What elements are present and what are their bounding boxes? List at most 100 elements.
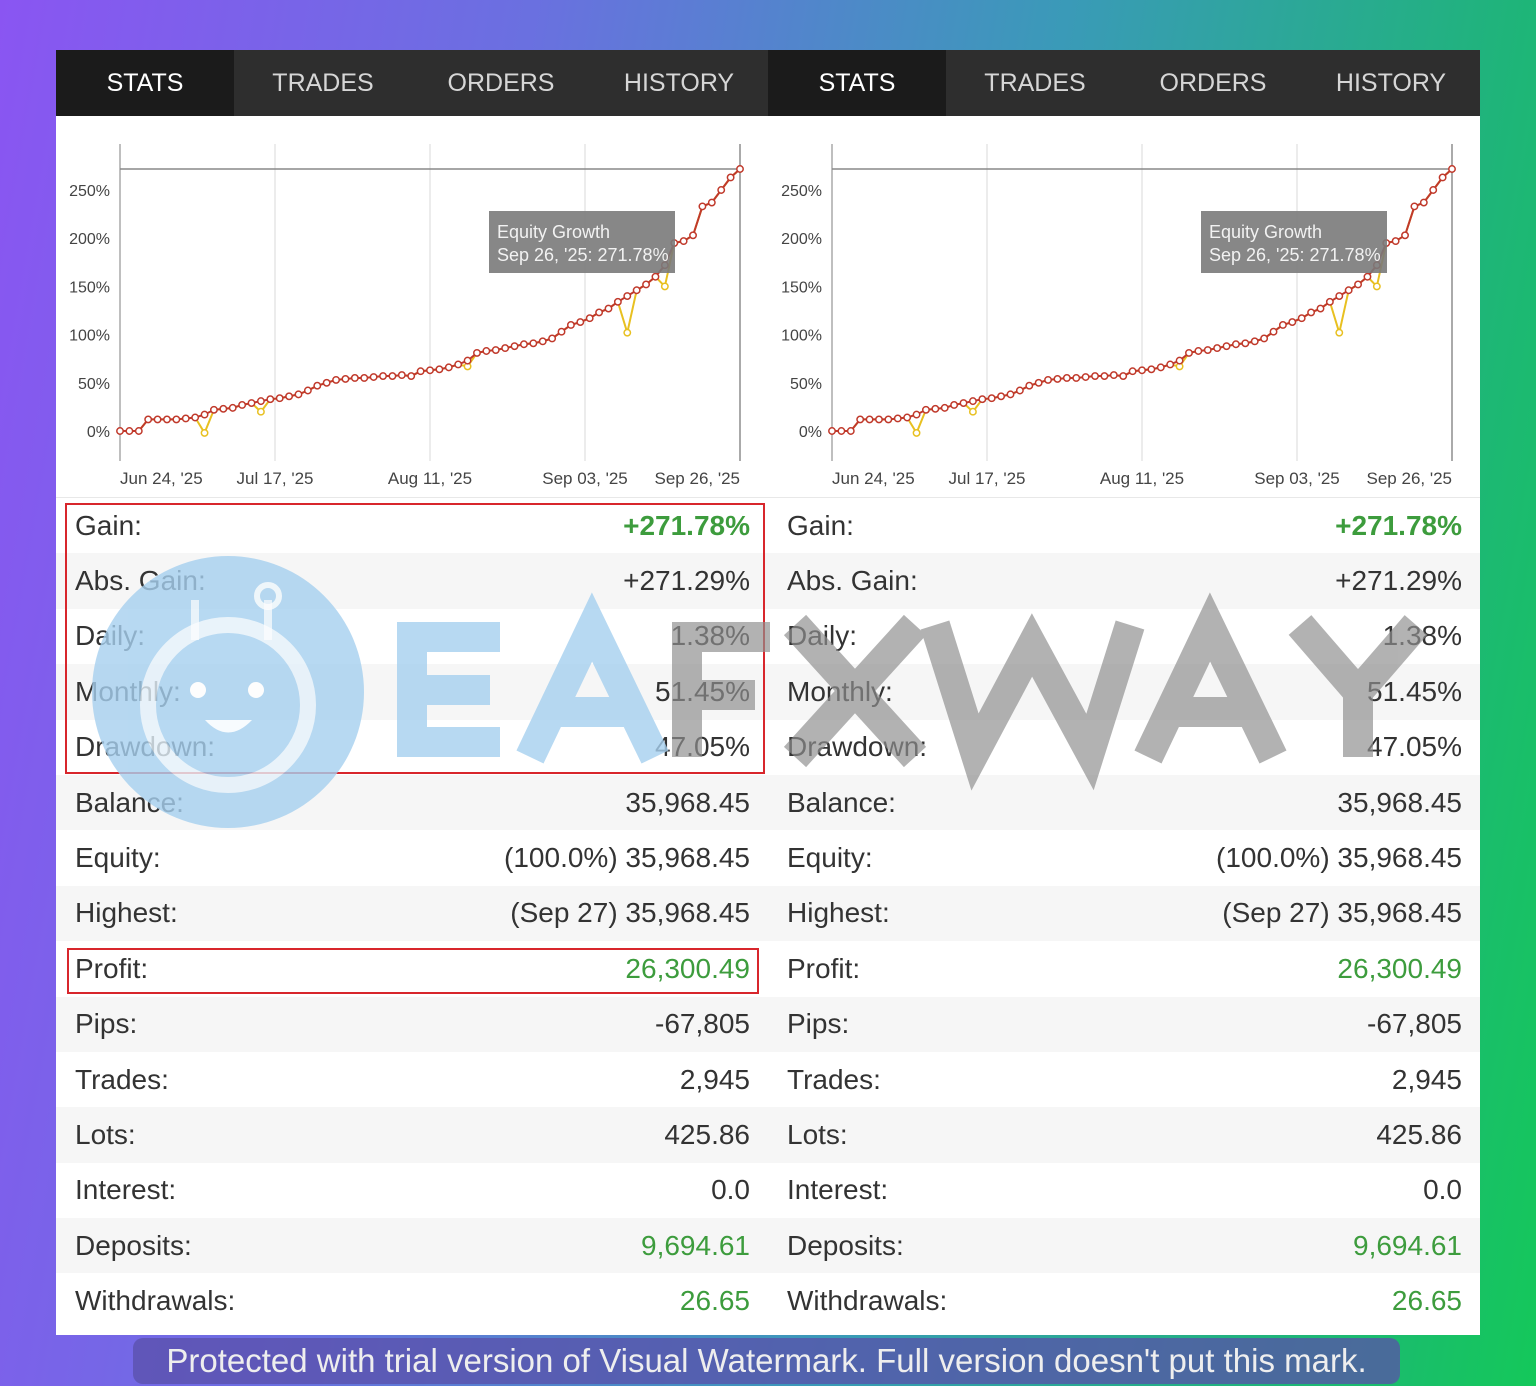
tab-orders[interactable]: ORDERS — [447, 68, 555, 97]
data-point[interactable] — [1175, 356, 1184, 365]
data-point[interactable] — [1213, 344, 1222, 353]
data-point[interactable] — [1062, 374, 1071, 382]
data-point[interactable] — [912, 428, 921, 437]
data-point[interactable] — [921, 405, 930, 414]
data-point[interactable] — [1044, 375, 1053, 384]
data-point[interactable] — [660, 282, 669, 291]
data-point[interactable] — [1138, 366, 1146, 375]
data-point[interactable] — [613, 297, 622, 306]
data-point[interactable] — [125, 427, 134, 435]
data-point[interactable] — [1278, 321, 1287, 329]
data-point[interactable] — [407, 372, 416, 381]
data-point[interactable] — [350, 374, 359, 382]
data-point[interactable] — [1081, 373, 1090, 381]
data-point[interactable] — [726, 173, 735, 182]
data-point[interactable] — [200, 410, 209, 419]
data-point[interactable] — [893, 414, 902, 423]
data-point[interactable] — [397, 371, 406, 380]
data-point[interactable] — [968, 407, 977, 416]
data-point[interactable] — [1363, 272, 1372, 281]
data-point[interactable] — [1297, 314, 1306, 323]
data-point[interactable] — [341, 374, 350, 383]
data-point[interactable] — [837, 427, 846, 435]
data-point[interactable] — [369, 373, 378, 381]
tab-trades[interactable]: TRADES — [984, 68, 1086, 97]
data-point[interactable] — [1354, 280, 1363, 289]
data-point[interactable] — [1438, 173, 1447, 182]
data-point[interactable] — [642, 280, 651, 289]
data-point[interactable] — [978, 395, 987, 404]
data-point[interactable] — [548, 334, 557, 343]
data-point[interactable] — [576, 318, 585, 327]
data-point[interactable] — [1316, 304, 1325, 313]
data-point[interactable] — [1391, 237, 1400, 246]
data-point[interactable] — [134, 427, 143, 435]
data-point[interactable] — [940, 403, 949, 412]
data-point[interactable] — [426, 366, 434, 375]
data-point[interactable] — [191, 413, 200, 422]
data-point[interactable] — [266, 395, 275, 404]
data-point[interactable] — [595, 308, 604, 317]
data-point[interactable] — [473, 348, 481, 357]
data-point[interactable] — [1241, 339, 1250, 348]
data-point[interactable] — [501, 344, 510, 353]
data-point[interactable] — [388, 372, 397, 381]
data-point[interactable] — [1015, 386, 1024, 395]
data-point[interactable] — [379, 372, 387, 381]
data-point[interactable] — [538, 337, 547, 346]
data-point[interactable] — [585, 314, 594, 323]
data-point[interactable] — [1034, 378, 1043, 387]
data-point[interactable] — [332, 375, 341, 384]
data-point[interactable] — [865, 415, 874, 424]
data-point[interactable] — [1072, 374, 1081, 382]
data-point[interactable] — [200, 428, 209, 437]
data-point[interactable] — [987, 394, 996, 403]
data-point[interactable] — [1091, 372, 1099, 381]
data-point[interactable] — [463, 356, 472, 365]
data-point[interactable] — [1053, 374, 1062, 383]
data-point[interactable] — [360, 374, 369, 382]
data-point[interactable] — [1448, 165, 1456, 173]
data-point[interactable] — [1419, 198, 1428, 207]
data-point[interactable] — [1025, 381, 1034, 390]
data-point[interactable] — [219, 404, 228, 413]
data-point[interactable] — [1100, 372, 1109, 381]
data-point[interactable] — [950, 401, 959, 409]
data-point[interactable] — [181, 414, 190, 423]
data-point[interactable] — [846, 427, 855, 435]
data-point[interactable] — [1344, 286, 1353, 295]
data-point[interactable] — [256, 397, 265, 406]
data-point[interactable] — [444, 363, 453, 372]
data-point[interactable] — [153, 415, 162, 424]
data-point[interactable] — [651, 272, 660, 281]
data-point[interactable] — [144, 415, 153, 424]
tab-history[interactable]: HISTORY — [623, 68, 735, 97]
data-point[interactable] — [1260, 334, 1269, 343]
data-point[interactable] — [322, 378, 331, 387]
data-point[interactable] — [1156, 363, 1165, 372]
data-point[interactable] — [1166, 360, 1175, 369]
tab-stats[interactable]: STATS — [56, 50, 234, 116]
data-point[interactable] — [1410, 202, 1419, 211]
data-point[interactable] — [1119, 372, 1128, 381]
data-point[interactable] — [1335, 328, 1344, 337]
data-point[interactable] — [209, 405, 218, 414]
data-point[interactable] — [997, 392, 1006, 401]
data-point[interactable] — [623, 292, 632, 300]
data-point[interactable] — [228, 403, 237, 412]
data-point[interactable] — [275, 394, 284, 403]
data-point[interactable] — [1185, 348, 1193, 357]
data-point[interactable] — [604, 304, 613, 313]
data-point[interactable] — [416, 367, 425, 376]
data-point[interactable] — [566, 321, 575, 329]
tab-orders[interactable]: ORDERS — [1159, 68, 1267, 97]
data-point[interactable] — [435, 365, 444, 374]
data-point[interactable] — [1250, 337, 1259, 346]
data-point[interactable] — [529, 339, 538, 348]
data-point[interactable] — [313, 381, 322, 390]
data-point[interactable] — [519, 340, 528, 349]
data-point[interactable] — [1401, 231, 1409, 240]
data-point[interactable] — [912, 410, 921, 419]
data-point[interactable] — [1288, 318, 1297, 327]
data-point[interactable] — [959, 399, 968, 407]
